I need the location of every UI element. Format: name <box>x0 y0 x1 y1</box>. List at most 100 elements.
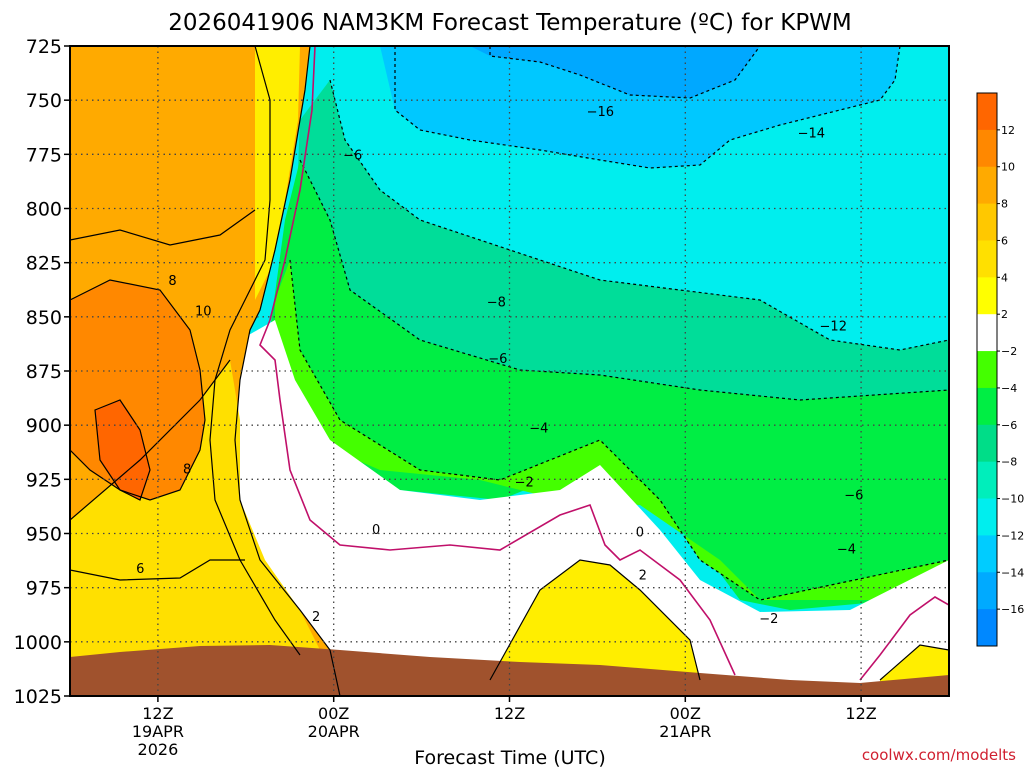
zone-surface-warm-1 <box>490 560 700 680</box>
contour-label: 0 <box>636 525 644 540</box>
colorbar-swatch <box>977 461 997 500</box>
contour-labels: −16 −14 −6 8 −8 10 −12 −6 −4 8 −2 −6 0 0 −4 6 2 2 −2 <box>136 105 863 627</box>
colorbar-swatch <box>977 166 997 205</box>
colorbar-label: 2 <box>1001 308 1008 321</box>
y-tick-label: 1000 <box>14 632 62 654</box>
contour-label: −4 <box>837 543 856 558</box>
colorbar-swatch <box>977 203 997 241</box>
contour-line <box>329 79 949 351</box>
colorbar-label: 4 <box>1001 271 1008 284</box>
contour-label: −14 <box>798 127 825 142</box>
x-tick-label: 00Z <box>318 704 349 723</box>
contour-label: 8 <box>168 274 176 289</box>
contour-lines <box>70 46 949 696</box>
y-tick-label: 850 <box>26 307 62 329</box>
contour-line <box>70 209 256 246</box>
colorbar-swatch <box>977 129 997 168</box>
source-credit: coolwx.com/modelts <box>862 746 1016 764</box>
y-tick-label: 800 <box>26 199 62 221</box>
y-tick-label: 950 <box>26 524 62 546</box>
contour-label: −4 <box>529 421 548 436</box>
x-tick-label: 12Z <box>845 704 876 723</box>
contour-label: −12 <box>820 320 847 335</box>
contour-label: −8 <box>487 296 506 311</box>
colorbar-swatch <box>977 609 997 647</box>
contour-line <box>234 46 341 696</box>
x-tick-label: 2026 <box>138 740 179 759</box>
colorbar-swatch <box>977 314 997 352</box>
y-tick-label: 925 <box>26 469 62 491</box>
x-tick-label: 12Z <box>494 704 525 723</box>
contour-label: −16 <box>587 105 614 120</box>
contour-line <box>489 559 701 681</box>
y-tick-label: 1025 <box>14 686 62 708</box>
zone-coldest <box>470 46 760 98</box>
contour-label: 2 <box>639 569 647 584</box>
zone-deep-cold <box>380 46 900 168</box>
contour-line <box>70 359 231 521</box>
y-tick-label: 900 <box>26 415 62 437</box>
grid-lines <box>70 46 949 696</box>
y-tick-label: 775 <box>26 144 62 166</box>
contour-label: 2 <box>312 610 320 625</box>
colorbar-label: −14 <box>1001 566 1024 579</box>
x-tick-label: 00Z <box>670 704 701 723</box>
terrain-ground <box>70 645 949 696</box>
contour-line <box>94 399 151 501</box>
contour-line <box>489 46 761 99</box>
colorbar-swatch <box>977 498 997 536</box>
contour-line <box>879 644 949 681</box>
y-tick-label: 750 <box>26 90 62 112</box>
contour-label: −2 <box>515 476 534 491</box>
y-tick-label: 875 <box>26 361 62 383</box>
colorbar-label: 6 <box>1001 234 1008 247</box>
colorbar-swatch <box>977 424 997 463</box>
colorbar: 12 10 8 6 4 2 −2 −4 −6 −8 −10 −12 −14 −16 <box>976 92 1024 647</box>
contour-label: −2 <box>759 612 778 627</box>
colorbar-label: 12 <box>1001 124 1015 137</box>
colorbar-swatch <box>977 277 997 315</box>
colorbar-swatch <box>977 93 997 131</box>
zone-minus-2-to-minus-6 <box>270 160 949 610</box>
contour-label: −6 <box>488 352 507 367</box>
colorbar-label: 10 <box>1001 161 1015 174</box>
contour-line-freezing <box>859 596 949 681</box>
colorbar-label: −6 <box>1001 419 1017 432</box>
contour-line-freezing <box>259 46 736 676</box>
contour-line <box>209 46 301 656</box>
contour-line <box>70 279 206 501</box>
colorbar-label: −12 <box>1001 529 1024 542</box>
contour-line <box>70 559 245 581</box>
chart-title: 2026041906 NAM3KM Forecast Temperature (… <box>168 10 852 36</box>
colorbar-label: −16 <box>1001 603 1024 616</box>
colorbar-frame <box>976 92 998 647</box>
y-tick-label: 825 <box>26 253 62 275</box>
x-tick-label: 12Z <box>142 704 173 723</box>
contour-label: 0 <box>372 523 380 538</box>
contour-label: 8 <box>183 463 191 478</box>
y-tick-label: 725 <box>26 36 62 58</box>
colorbar-swatch <box>977 535 997 573</box>
colorbar-label: −8 <box>1001 456 1017 469</box>
contour-label: −6 <box>844 489 863 504</box>
contour-label: 10 <box>195 304 212 319</box>
contour-label: 6 <box>136 562 144 577</box>
colorbar-label: −4 <box>1001 382 1017 395</box>
colorbar-label: 8 <box>1001 198 1008 211</box>
x-tick-label: 20APR <box>308 722 360 741</box>
x-tick-label: 19APR <box>132 722 184 741</box>
y-axis: 725 750 775 800 825 850 875 900 925 950 975 1000 102… <box>14 36 70 708</box>
colorbar-swatch <box>977 351 997 389</box>
colorbar-swatch <box>977 572 997 610</box>
contour-label: −6 <box>343 148 362 163</box>
x-tick-label: 21APR <box>659 722 711 741</box>
contour-line <box>394 46 901 169</box>
x-axis-label: Forecast Time (UTC) <box>414 747 605 768</box>
colorbar-swatch <box>977 240 997 278</box>
y-tick-label: 975 <box>26 578 62 600</box>
contour-line <box>299 159 949 401</box>
colorbar-label: −2 <box>1001 345 1017 358</box>
